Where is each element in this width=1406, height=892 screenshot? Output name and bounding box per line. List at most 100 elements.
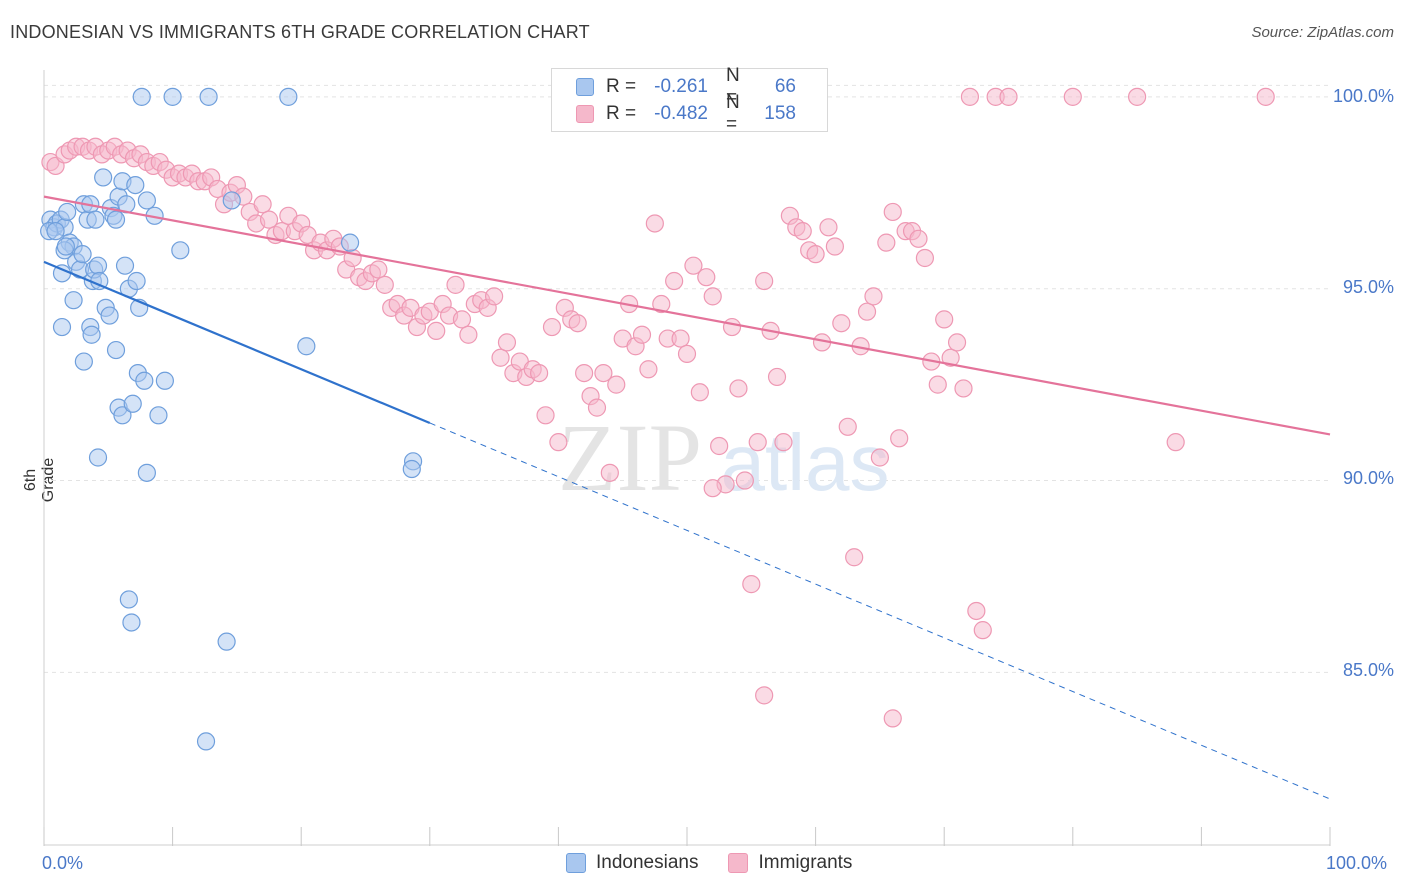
pink-swatch xyxy=(728,853,749,873)
immigrants-trend-line xyxy=(43,195,1331,436)
legend-item-indonesians[interactable]: Indonesians xyxy=(566,852,698,874)
indonesians-point xyxy=(119,590,138,609)
immigrants-point xyxy=(253,195,272,214)
indonesians-point xyxy=(132,87,151,106)
immigrants-point xyxy=(832,314,851,333)
indonesians-point xyxy=(64,291,83,310)
immigrants-point xyxy=(1063,87,1082,106)
immigrants-point xyxy=(935,310,954,329)
immigrants-point xyxy=(883,202,902,222)
indonesians-point xyxy=(149,406,168,425)
immigrants-point xyxy=(542,317,562,337)
watermark: ZIP atlas xyxy=(558,404,889,511)
indonesians-point xyxy=(86,210,105,229)
r-value: -0.482 xyxy=(654,103,708,124)
immigrants-point xyxy=(485,287,504,306)
indonesians-point xyxy=(217,632,236,651)
n-label: N = xyxy=(726,65,740,108)
indonesians-point xyxy=(106,210,126,229)
indonesians-point xyxy=(106,340,126,360)
indonesians-point xyxy=(163,87,182,106)
source-label: Source: ZipAtlas.com xyxy=(1251,24,1394,41)
indonesians-point xyxy=(58,202,77,222)
indonesians-trend-line xyxy=(43,260,431,424)
immigrants-point xyxy=(909,229,928,248)
indonesians-point xyxy=(155,371,174,390)
immigrants-point xyxy=(890,429,909,448)
indonesians-point xyxy=(74,352,93,371)
indonesians-point xyxy=(171,241,190,260)
immigrants-point xyxy=(755,686,774,705)
immigrants-point xyxy=(915,248,935,268)
immigrants-point xyxy=(530,363,549,383)
immigrants-point xyxy=(1256,87,1275,106)
immigrants-point xyxy=(677,344,697,364)
immigrants-point xyxy=(703,479,722,498)
x-tick-100: 100.0% xyxy=(1326,853,1388,873)
indonesians-point xyxy=(279,87,298,106)
indonesians-point xyxy=(73,245,92,264)
indonesians-trend-extension xyxy=(429,422,1331,800)
indonesians-point xyxy=(137,191,156,210)
immigrants-point xyxy=(755,271,774,291)
legend-item-immigrants[interactable]: Immigrants xyxy=(728,852,852,874)
chart-title: INDONESIAN VS IMMIGRANTS 6TH GRADE CORRE… xyxy=(10,22,590,42)
indonesians-point xyxy=(135,371,154,390)
immigrants-point xyxy=(819,218,838,237)
blue-swatch xyxy=(566,853,586,873)
immigrants-point xyxy=(568,314,587,333)
immigrants-point xyxy=(999,87,1018,106)
r-label: R = xyxy=(606,76,637,97)
immigrants-point xyxy=(774,433,793,452)
immigrants-point xyxy=(967,601,986,621)
immigrants-point xyxy=(427,321,446,340)
r-label: R = xyxy=(606,103,637,124)
stats-legend: R = -0.261 N = 66 R = -0.482 N = 158 xyxy=(551,65,828,135)
immigrants-point xyxy=(857,302,877,321)
indonesians-point xyxy=(402,459,421,479)
watermark-zip: ZIP xyxy=(558,404,702,511)
indonesians-point xyxy=(88,448,108,467)
indonesians-point xyxy=(297,337,316,356)
immigrants-point xyxy=(639,360,658,379)
immigrants-point xyxy=(767,367,787,387)
indonesians-point xyxy=(199,87,218,106)
immigrants-point xyxy=(375,275,394,294)
immigrants-point xyxy=(594,363,613,383)
legend-label: Immigrants xyxy=(758,852,853,873)
immigrants-point xyxy=(883,709,902,728)
indonesians-point xyxy=(100,306,119,325)
immigrants-point xyxy=(735,471,754,490)
immigrants-point xyxy=(645,214,664,233)
indonesians-point xyxy=(88,256,108,275)
y-tick-85: 85.0% xyxy=(1342,660,1394,680)
n-value: 158 xyxy=(764,103,796,124)
immigrants-point xyxy=(973,621,992,640)
immigrants-point xyxy=(806,245,825,264)
y-tick-90: 90.0% xyxy=(1342,468,1394,488)
indonesians-point xyxy=(126,175,145,195)
indonesians-point xyxy=(46,222,65,241)
immigrants-point xyxy=(446,275,465,294)
r-value: -0.261 xyxy=(654,76,708,97)
immigrants-point xyxy=(928,375,947,394)
x-tick-0: 0.0% xyxy=(42,853,84,873)
n-value: 66 xyxy=(774,76,796,97)
indonesians-point xyxy=(82,325,101,344)
immigrants-point xyxy=(825,237,844,256)
indonesians-point xyxy=(137,463,156,482)
indonesians-points xyxy=(40,87,423,751)
immigrants-point xyxy=(607,375,626,394)
immigrants-point xyxy=(665,271,684,291)
legend-row-indonesians: R = -0.261 N = 66 xyxy=(576,65,796,108)
immigrants-point xyxy=(549,433,568,452)
indonesians-point xyxy=(113,406,132,425)
immigrants-point xyxy=(652,294,671,314)
n-label: N = xyxy=(726,92,740,135)
immigrants-point xyxy=(697,268,716,287)
immigrants-point xyxy=(729,379,748,398)
grid-lines xyxy=(44,84,1330,673)
immigrants-point xyxy=(491,348,510,367)
immigrants-point xyxy=(947,333,967,352)
